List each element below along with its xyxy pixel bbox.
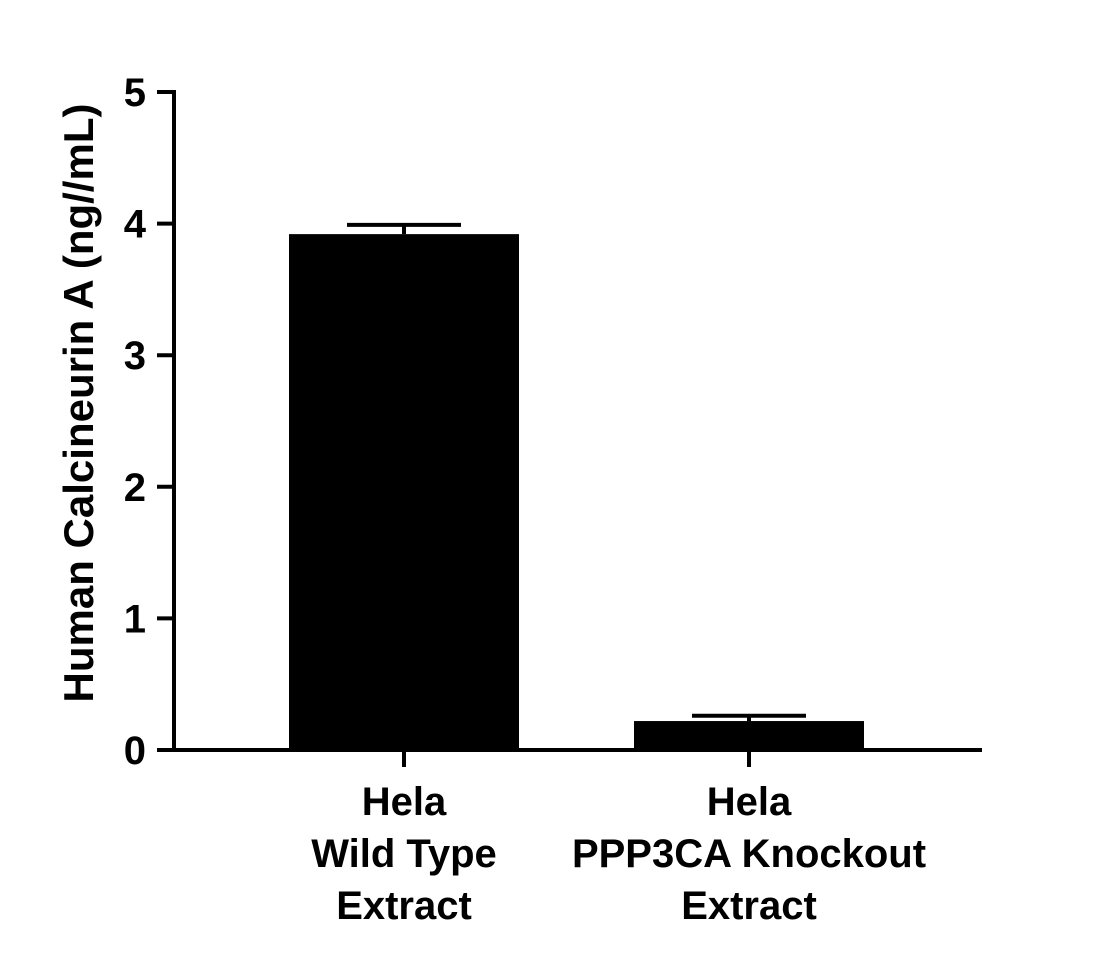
bar xyxy=(634,721,864,750)
y-axis-label: Human Calcineurin A (ng//mL) xyxy=(55,104,102,703)
y-tick-label: 0 xyxy=(124,729,146,773)
y-tick-label: 2 xyxy=(124,466,146,510)
x-tick-label: Hela xyxy=(362,780,447,824)
bars-layer xyxy=(289,234,864,751)
y-tick-label: 5 xyxy=(124,71,146,115)
bar xyxy=(289,234,519,751)
error-bars-layer xyxy=(347,222,806,722)
x-tick-label: Wild Type xyxy=(311,832,497,876)
axes-layer xyxy=(172,90,982,752)
y-ticks: 0 1 2 3 4 5 xyxy=(124,71,174,773)
x-tick-label: PPP3CA Knockout xyxy=(572,832,926,876)
x-tick-label: Hela xyxy=(707,780,792,824)
x-ticks: Hela Wild Type Extract Hela PPP3CA Knockout E… xyxy=(311,750,926,928)
y-tick-label: 3 xyxy=(124,334,146,378)
y-tick-label: 4 xyxy=(124,203,147,247)
x-tick-label: Extract xyxy=(681,884,817,928)
y-tick-label: 1 xyxy=(124,597,146,641)
x-tick-label: Extract xyxy=(336,884,472,928)
